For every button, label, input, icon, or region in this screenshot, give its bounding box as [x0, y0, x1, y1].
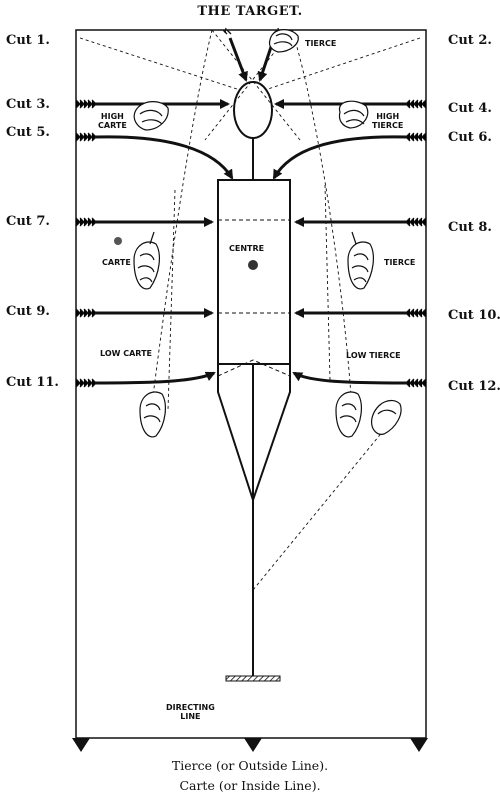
centre-mark [248, 260, 258, 270]
sword-hilt-icon-low-carte [139, 391, 166, 438]
cut-3-label: Cut 3. [6, 97, 50, 112]
low-tierce-label: LOW TIERCE [346, 351, 401, 360]
cut-6-label: Cut 6. [448, 130, 492, 145]
carte-label: CARTE [102, 258, 131, 267]
body-rect [217, 179, 291, 365]
directing-base [225, 675, 281, 682]
caption-tierce: Tierce (or Outside Line). [171, 758, 329, 773]
sword-hilt-icon-low-tierce [335, 391, 402, 438]
tierce-label: TIERCE [305, 39, 337, 48]
page-title: THE TARGET. [197, 4, 303, 19]
caption-carte: Carte (or Inside Line). [179, 778, 321, 793]
cut-10-label: Cut 10. [448, 308, 500, 323]
cut-1-label: Cut 1. [6, 33, 50, 48]
sword-hilt-icon-tierce-top [268, 29, 299, 53]
cut-arrows [94, 37, 409, 385]
directing-line-label: DIRECTING LINE [166, 703, 215, 721]
cut-7-label: Cut 7. [6, 214, 50, 229]
board-feet [72, 738, 428, 752]
guide-lines [79, 29, 421, 591]
sword-hilt-icon-high-tierce [338, 100, 369, 129]
cut-8-label: Cut 8. [448, 220, 492, 235]
centre-label: CENTRE [229, 244, 265, 253]
arrow-fletching [75, 27, 427, 388]
sword-hilt-icon-high-carte [133, 101, 169, 131]
head-oval [233, 81, 273, 139]
sword-hilt-icon-tierce [347, 231, 374, 290]
sword-hilt-icon-carte [133, 231, 160, 290]
cut-4-label: Cut 4. [448, 101, 492, 116]
tierce-right-label: TIERCE [384, 258, 416, 267]
cut-9-label: Cut 9. [6, 304, 50, 319]
cut-12-label: Cut 12. [448, 379, 500, 394]
cut-11-label: Cut 11. [6, 375, 59, 390]
cut-2-label: Cut 2. [448, 33, 492, 48]
cut-5-label: Cut 5. [6, 125, 50, 140]
low-carte-label: LOW CARTE [100, 349, 153, 358]
high-carte-label: HIGH CARTE [98, 112, 127, 130]
high-tierce-label: HIGH TIERCE [372, 112, 404, 130]
ink-spot [114, 237, 122, 245]
